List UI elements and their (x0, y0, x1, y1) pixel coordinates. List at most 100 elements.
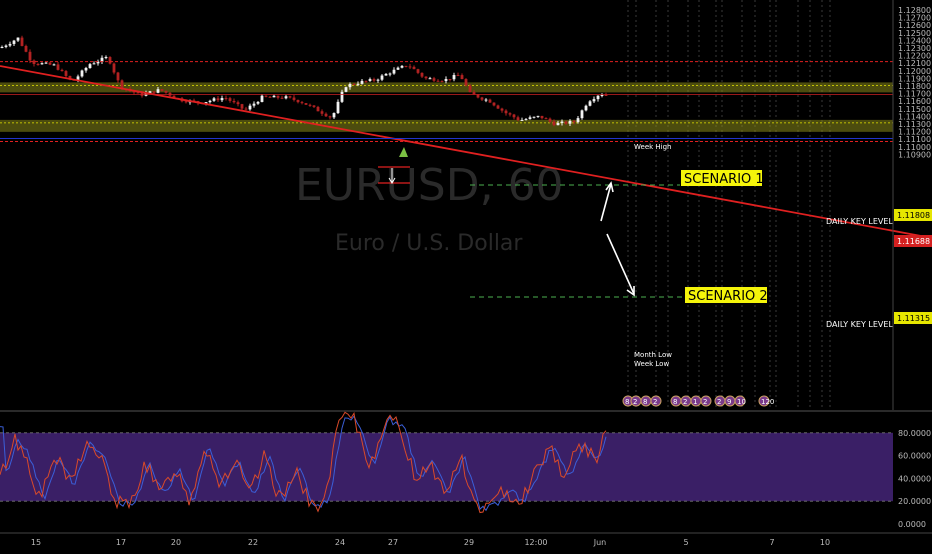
candle-body (172, 95, 176, 98)
candle-body (508, 113, 512, 115)
week-low-label: Week Low (634, 360, 669, 368)
candle-body (572, 120, 576, 123)
candle-body (428, 78, 432, 80)
candle-body (516, 117, 520, 121)
price-tick-label: 1.12400 (898, 36, 931, 45)
candle-body (592, 99, 596, 102)
candle-body (208, 100, 212, 103)
stoch-rsi-tick-label: 80.0000 (898, 429, 931, 438)
candle-body (244, 108, 248, 110)
time-tick-label: 24 (335, 538, 345, 547)
price-tag-current-bg (894, 235, 932, 247)
candle-body (164, 90, 168, 93)
stoch-rsi-tick-label: 40.0000 (898, 474, 931, 483)
candle-body (468, 85, 472, 93)
price-tick-label: 1.11400 (898, 112, 931, 121)
scenario-arrows (600, 181, 635, 297)
price-tag-upper: 1.11808 (897, 211, 930, 220)
candle-body (48, 62, 52, 65)
candle-body (412, 66, 416, 70)
candle-body (548, 118, 552, 122)
scenario-1[interactable]: SCENARIO 1 (681, 170, 764, 187)
time-tick-label: 10 (820, 538, 830, 547)
candle-body (236, 102, 240, 105)
candle-body (472, 92, 476, 95)
candle-body (456, 75, 460, 77)
candle-body (108, 57, 112, 64)
candle-body (268, 96, 272, 98)
candle-body (76, 76, 80, 81)
candle-body (452, 75, 456, 80)
price-tick-label: 1.12600 (898, 21, 931, 30)
candle-body (420, 72, 424, 77)
candle-body (444, 78, 448, 82)
candle-body (152, 91, 156, 93)
candle-body (356, 83, 360, 85)
candle-body (432, 78, 436, 81)
candle-body (380, 75, 384, 80)
candle-body (340, 91, 344, 102)
candle-body (436, 80, 440, 82)
candle-body (528, 117, 532, 120)
candle-body (36, 64, 40, 66)
time-tick-label: 27 (388, 538, 398, 547)
stoch-rsi-d-line (0, 415, 607, 512)
time-tick-label: 20 (171, 538, 181, 547)
candle-body (276, 95, 280, 98)
candle-body (60, 69, 64, 72)
candle-body (504, 110, 508, 114)
candle-body (520, 119, 524, 121)
price-tags: 1.11808 1.11688 1.11315 (894, 209, 932, 324)
candle-body (424, 76, 428, 79)
scenario-2[interactable]: SCENARIO 2 (685, 287, 768, 304)
price-tick-label: 1.12500 (898, 29, 931, 38)
candle-body (40, 63, 44, 65)
stoch-rsi-tick-label: 0.0000 (898, 520, 926, 529)
candle-body (604, 94, 608, 96)
price-tag-lower: 1.11315 (897, 314, 930, 323)
candle-body (212, 98, 216, 101)
candle-body (156, 89, 160, 93)
candle-body (240, 104, 244, 109)
price-tick-label: 1.12300 (898, 44, 931, 53)
event-marker-label: 2 (633, 398, 637, 406)
watermark-symbol: EURUSD, 60 (295, 160, 564, 211)
candle-body (376, 79, 380, 81)
key-zone-0 (0, 82, 893, 93)
price-tick-label: 1.11700 (898, 90, 931, 99)
time-axis[interactable]: 15 17 20 22 24 27 29 12:00 Jun 5 7 10 (31, 538, 830, 547)
candle-body (232, 100, 236, 103)
candle-body (600, 94, 604, 96)
key-level-zones (0, 82, 893, 132)
candle-body (284, 96, 288, 99)
candle-body (488, 99, 492, 103)
stoch-rsi-pane[interactable]: 80.0000 60.0000 40.0000 20.0000 0.0000 (0, 411, 931, 529)
candle-body (100, 57, 104, 62)
event-marker (734, 395, 746, 407)
price-lines (0, 61, 932, 298)
candle-body (484, 99, 488, 101)
candle-body (344, 87, 348, 92)
event-marker-label: 2 (653, 398, 657, 406)
candle-body (404, 65, 408, 67)
candle-body (332, 113, 336, 118)
scenario-1-arrow (600, 183, 612, 222)
candle-body (192, 100, 196, 102)
economic-events[interactable]: 8 2 8 2 8 2 1 2 2 9 10 120 (622, 395, 774, 407)
candle-body (220, 98, 224, 101)
candles[interactable] (0, 35, 608, 127)
candle-body (388, 73, 392, 75)
candle-body (408, 66, 412, 68)
candle-body (112, 63, 116, 73)
price-axis[interactable]: 1.128001.127001.126001.125001.124001.123… (892, 0, 931, 410)
scenario-2-box (685, 287, 767, 303)
candle-body (92, 63, 96, 65)
scenario-2-label: SCENARIO 2 (688, 289, 768, 304)
event-marker (700, 395, 712, 407)
candle-body (228, 98, 232, 101)
candle-body (300, 102, 304, 104)
candle-body (12, 40, 16, 44)
candle-body (216, 98, 220, 101)
